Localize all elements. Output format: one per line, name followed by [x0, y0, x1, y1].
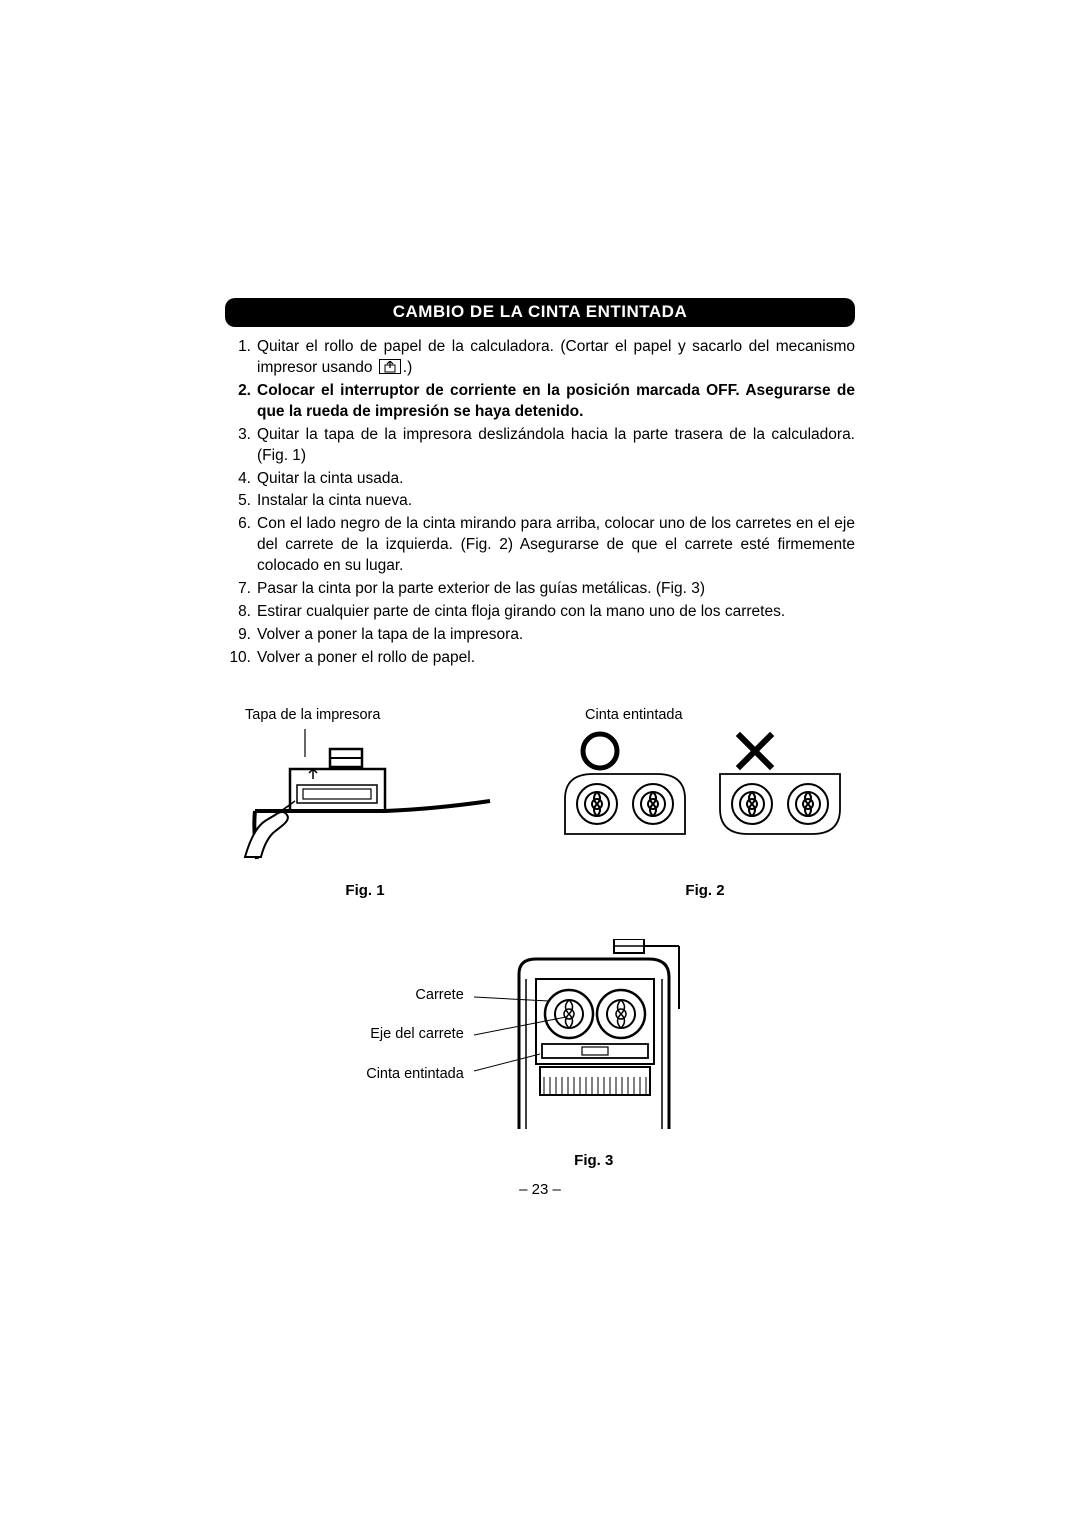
figure-3: Carrete Eje del carrete Cinta entintada: [225, 939, 855, 1169]
fig3-label-spool: Carrete: [366, 987, 464, 1004]
step-3: 3.Quitar la tapa de la impresora deslizá…: [225, 425, 855, 467]
fig3-label-ribbon: Cinta entintada: [366, 1066, 464, 1083]
fig3-label-shaft: Eje del carrete: [366, 1026, 464, 1043]
fig2-label: Cinta entintada: [555, 707, 855, 723]
paper-feed-icon: [379, 359, 401, 374]
section-title: CAMBIO DE LA CINTA ENTINTADA: [225, 298, 855, 327]
page-number: – 23 –: [225, 1181, 855, 1198]
step-2: 2.Colocar el interruptor de corriente en…: [225, 381, 855, 423]
fig3-drawing: Fig. 3: [474, 939, 714, 1169]
figure-1: Tapa de la impresora: [225, 707, 505, 899]
figure-2: Cinta entintada: [555, 707, 855, 899]
step-text: Estirar cualquier parte de cinta floja g…: [257, 603, 785, 620]
step-text: Volver a poner el rollo de papel.: [257, 649, 475, 666]
fig1-caption: Fig. 1: [225, 882, 505, 899]
step-7: 7.Pasar la cinta por la parte exterior d…: [225, 579, 855, 600]
step-text: Con el lado negro de la cinta mirando pa…: [257, 515, 855, 574]
step-text: Quitar la tapa de la impresora deslizánd…: [257, 426, 855, 464]
step-8: 8.Estirar cualquier parte de cinta floja…: [225, 602, 855, 623]
step-9: 9.Volver a poner la tapa de la impresora…: [225, 625, 855, 646]
manual-page: CAMBIO DE LA CINTA ENTINTADA 1.Quitar el…: [0, 0, 1080, 1528]
fig2-caption: Fig. 2: [555, 882, 855, 899]
step-4: 4.Quitar la cinta usada.: [225, 469, 855, 490]
fig1-svg: [235, 729, 495, 869]
step-text: Quitar el rollo de papel de la calculado…: [257, 338, 855, 376]
step-text: Volver a poner la tapa de la impresora.: [257, 626, 523, 643]
figures-row-1-2: Tapa de la impresora: [225, 707, 855, 899]
fig2-svg: [555, 729, 855, 869]
step-10: 10.Volver a poner el rollo de papel.: [225, 648, 855, 669]
step-1: 1.Quitar el rollo de papel de la calcula…: [225, 337, 855, 379]
fig1-label: Tapa de la impresora: [225, 707, 505, 723]
step-6: 6.Con el lado negro de la cinta mirando …: [225, 514, 855, 577]
step-text: Colocar el interruptor de corriente en l…: [257, 382, 855, 420]
content-area: CAMBIO DE LA CINTA ENTINTADA 1.Quitar el…: [225, 298, 855, 1198]
step-text: Quitar la cinta usada.: [257, 470, 403, 487]
step-5: 5.Instalar la cinta nueva.: [225, 491, 855, 512]
fig3-caption: Fig. 3: [474, 1152, 714, 1169]
step-tail: .): [403, 359, 412, 376]
step-text: Pasar la cinta por la parte exterior de …: [257, 580, 705, 597]
fig3-labels: Carrete Eje del carrete Cinta entintada: [366, 939, 464, 1169]
instruction-list: 1.Quitar el rollo de papel de la calcula…: [225, 337, 855, 669]
step-text: Instalar la cinta nueva.: [257, 492, 412, 509]
